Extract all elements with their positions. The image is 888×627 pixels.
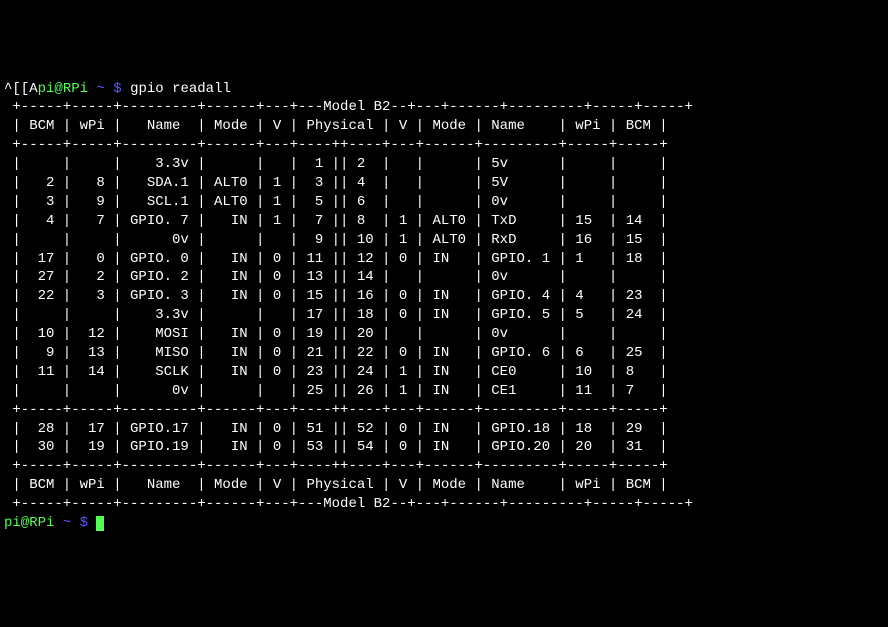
prompt-line-1: ^[[Api@RPi ~ $ gpio readall [4,81,231,97]
gpio-readall-table: +-----+-----+---------+------+---+---Mod… [4,99,693,512]
prompt-user-host: pi@RPi [38,81,88,97]
prompt-user-host: pi@RPi [4,515,54,531]
command-text: gpio readall [130,81,231,97]
terminal-output: ^[[Api@RPi ~ $ gpio readall +-----+-----… [4,80,884,533]
prompt-path: ~ $ [96,81,121,97]
escape-prefix: ^[[A [4,81,38,97]
prompt-path: ~ $ [63,515,88,531]
cursor [96,516,104,531]
prompt-line-2[interactable]: pi@RPi ~ $ [4,515,104,531]
